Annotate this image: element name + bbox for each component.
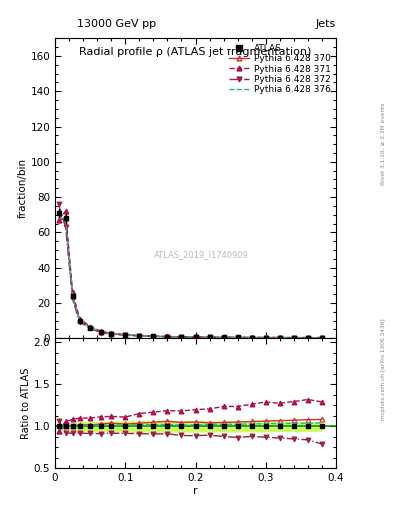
Text: 13000 GeV pp: 13000 GeV pp	[77, 19, 156, 29]
Legend: ATLAS, Pythia 6.428 370, Pythia 6.428 371, Pythia 6.428 372, Pythia 6.428 376: ATLAS, Pythia 6.428 370, Pythia 6.428 37…	[227, 41, 333, 97]
Text: ATLAS_2019_I1740909: ATLAS_2019_I1740909	[154, 250, 249, 259]
Text: Jets: Jets	[316, 19, 336, 29]
X-axis label: r: r	[193, 486, 198, 496]
Text: Radial profile ρ (ATLAS jet fragmentation): Radial profile ρ (ATLAS jet fragmentatio…	[79, 48, 312, 57]
Y-axis label: Ratio to ATLAS: Ratio to ATLAS	[21, 368, 31, 439]
Text: mcplots.cern.ch [arXiv:1306.3436]: mcplots.cern.ch [arXiv:1306.3436]	[381, 318, 386, 419]
Text: Rivet 3.1.10, ≥ 3.3M events: Rivet 3.1.10, ≥ 3.3M events	[381, 102, 386, 185]
Y-axis label: fraction/bin: fraction/bin	[18, 158, 28, 218]
